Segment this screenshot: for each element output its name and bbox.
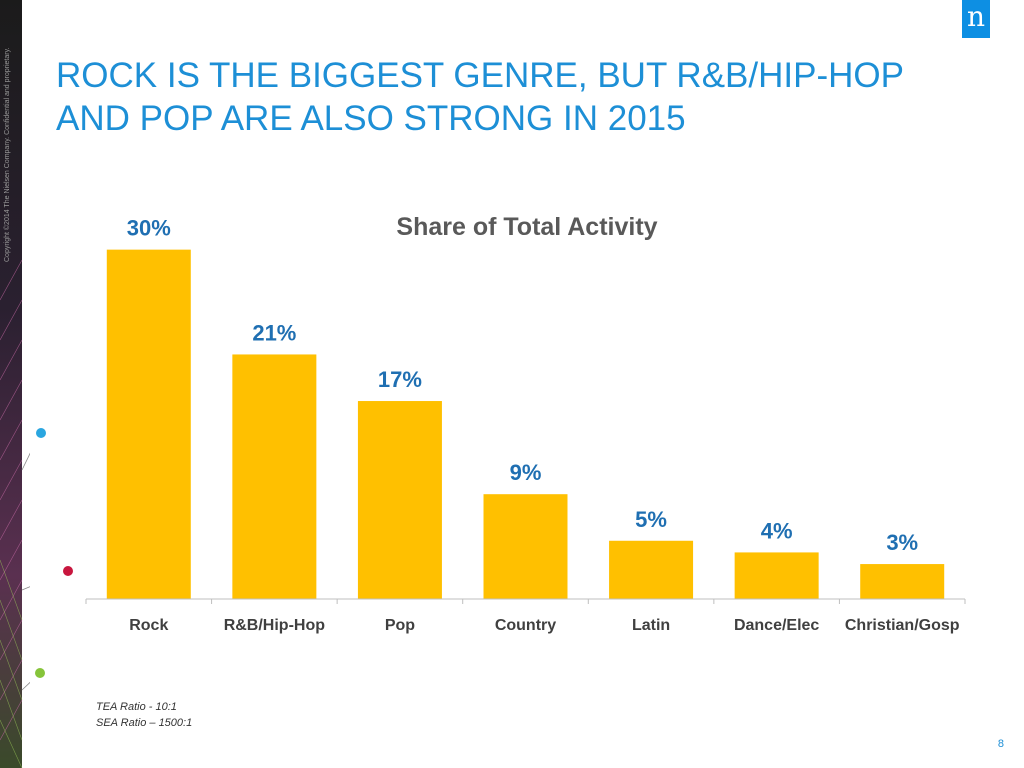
x-tick-label-dance-elec: Dance/Elec [734, 617, 819, 634]
footnotes: TEA Ratio - 10:1 SEA Ratio – 1500:1 [96, 699, 192, 731]
x-tick-label-r-b-hip-hop: R&B/Hip-Hop [224, 617, 326, 634]
data-label-christian-gosp: 3% [886, 530, 918, 555]
x-axis: Rock R&B/Hip-Hop Pop Country Latin Dance/Elec… [85, 598, 966, 634]
data-label-dance-elec: 4% [761, 518, 793, 543]
bar-latin [609, 540, 694, 599]
bar-rock [106, 249, 191, 600]
data-label-country: 9% [510, 460, 542, 485]
x-tick-label-country: Country [495, 617, 556, 634]
page-number: 8 [997, 738, 1004, 750]
nielsen-logo: n [962, 0, 990, 38]
blue-dot-icon [36, 428, 46, 438]
bar-pop [357, 401, 442, 599]
data-label-latin: 5% [635, 507, 667, 532]
x-tick-label-latin: Latin [632, 617, 670, 634]
slide-title: ROCK IS THE BIGGEST GENRE, BUT R&B/HIP-H… [56, 56, 904, 138]
x-tick-label-rock: Rock [129, 617, 168, 634]
bars-layer: 30% 21% 17% 9% 5% 4% 3% [106, 216, 945, 600]
bar-dance-elec [734, 552, 819, 599]
bar-r-b-hip-hop [232, 354, 317, 599]
accent-dots [35, 428, 73, 678]
bar-country [483, 494, 568, 599]
x-tick-label-christian-gosp: Christian/Gosp [845, 617, 960, 634]
footnote-sea-ratio: SEA Ratio – 1500:1 [96, 717, 193, 729]
bar-christian-gosp [860, 564, 945, 599]
data-label-rock: 30% [127, 216, 171, 241]
red-dot-icon [63, 566, 73, 576]
footnote-tea-ratio: TEA Ratio - 10:1 [96, 701, 177, 713]
data-label-pop: 17% [378, 367, 422, 392]
chart-title: Share of Total Activity [396, 213, 657, 241]
x-tick-label-pop: Pop [385, 617, 415, 634]
pattern-graphic [0, 0, 30, 768]
data-label-r-b-hip-hop: 21% [252, 320, 296, 345]
decorative-side-strip: Copyright ©2014 The Nielsen Company. Con… [0, 0, 30, 768]
green-dot-icon [35, 668, 45, 678]
